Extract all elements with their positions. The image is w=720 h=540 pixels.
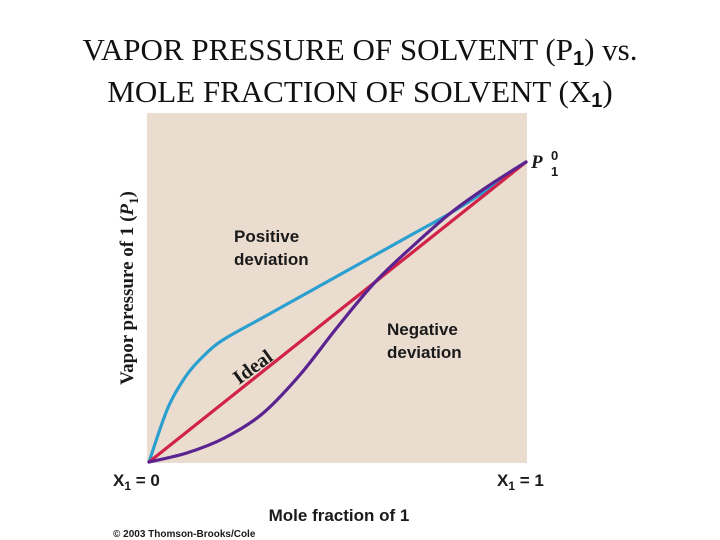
- endpoint-label-p1-zero: P 0 1: [530, 148, 558, 179]
- x-tick-right-sub: 1: [508, 479, 515, 493]
- negative-deviation-label-line2: deviation: [387, 343, 462, 362]
- endpoint-label-sub: 1: [551, 164, 558, 179]
- slide-title-line-1: VAPOR PRESSURE OF SOLVENT (P1) vs.: [0, 32, 720, 71]
- x-tick-left-rest: = 0: [131, 471, 160, 490]
- y-axis-label-prefix: Vapor pressure of 1 (: [117, 216, 138, 385]
- title-line2-suffix: ): [602, 74, 613, 109]
- x-tick-right-var: X: [497, 471, 509, 490]
- slide-title-line-2: MOLE FRACTION OF SOLVENT (X1): [0, 74, 720, 113]
- x-tick-left-sub: 1: [124, 479, 131, 493]
- copyright-notice: © 2003 Thomson-Brooks/Cole: [113, 529, 256, 540]
- title-line2-subscript: 1: [591, 90, 603, 112]
- endpoint-label-var: P: [530, 152, 543, 173]
- title-line1-suffix: ) vs.: [584, 32, 638, 67]
- title-line2-prefix: MOLE FRACTION OF SOLVENT (X: [107, 74, 592, 109]
- positive-deviation-label-line2: deviation: [234, 250, 309, 269]
- x-axis-label: Mole fraction of 1: [269, 506, 410, 525]
- x-tick-label-right: X1 = 1: [497, 471, 544, 493]
- negative-deviation-label-line1: Negative: [387, 320, 458, 339]
- x-tick-label-left: X1 = 0: [113, 471, 160, 493]
- positive-deviation-label-line1: Positive: [234, 227, 299, 246]
- x-tick-right-rest: = 1: [515, 471, 544, 490]
- title-line1-subscript: 1: [572, 48, 585, 70]
- negative-deviation-line: [147, 160, 528, 464]
- endpoint-label-sup: 0: [551, 148, 558, 163]
- x-tick-left-var: X: [113, 471, 125, 490]
- series-layer: [147, 160, 528, 464]
- plot-area: [147, 113, 527, 463]
- y-axis-label-suffix: ): [117, 191, 138, 197]
- y-axis-label: Vapor pressure of 1 (P1): [117, 191, 141, 385]
- y-axis-label-sub: 1: [126, 197, 141, 204]
- ideal-line: [147, 160, 528, 464]
- y-axis-label-var: P: [117, 204, 138, 217]
- title-line1-prefix: VAPOR PRESSURE OF SOLVENT (P: [82, 32, 573, 67]
